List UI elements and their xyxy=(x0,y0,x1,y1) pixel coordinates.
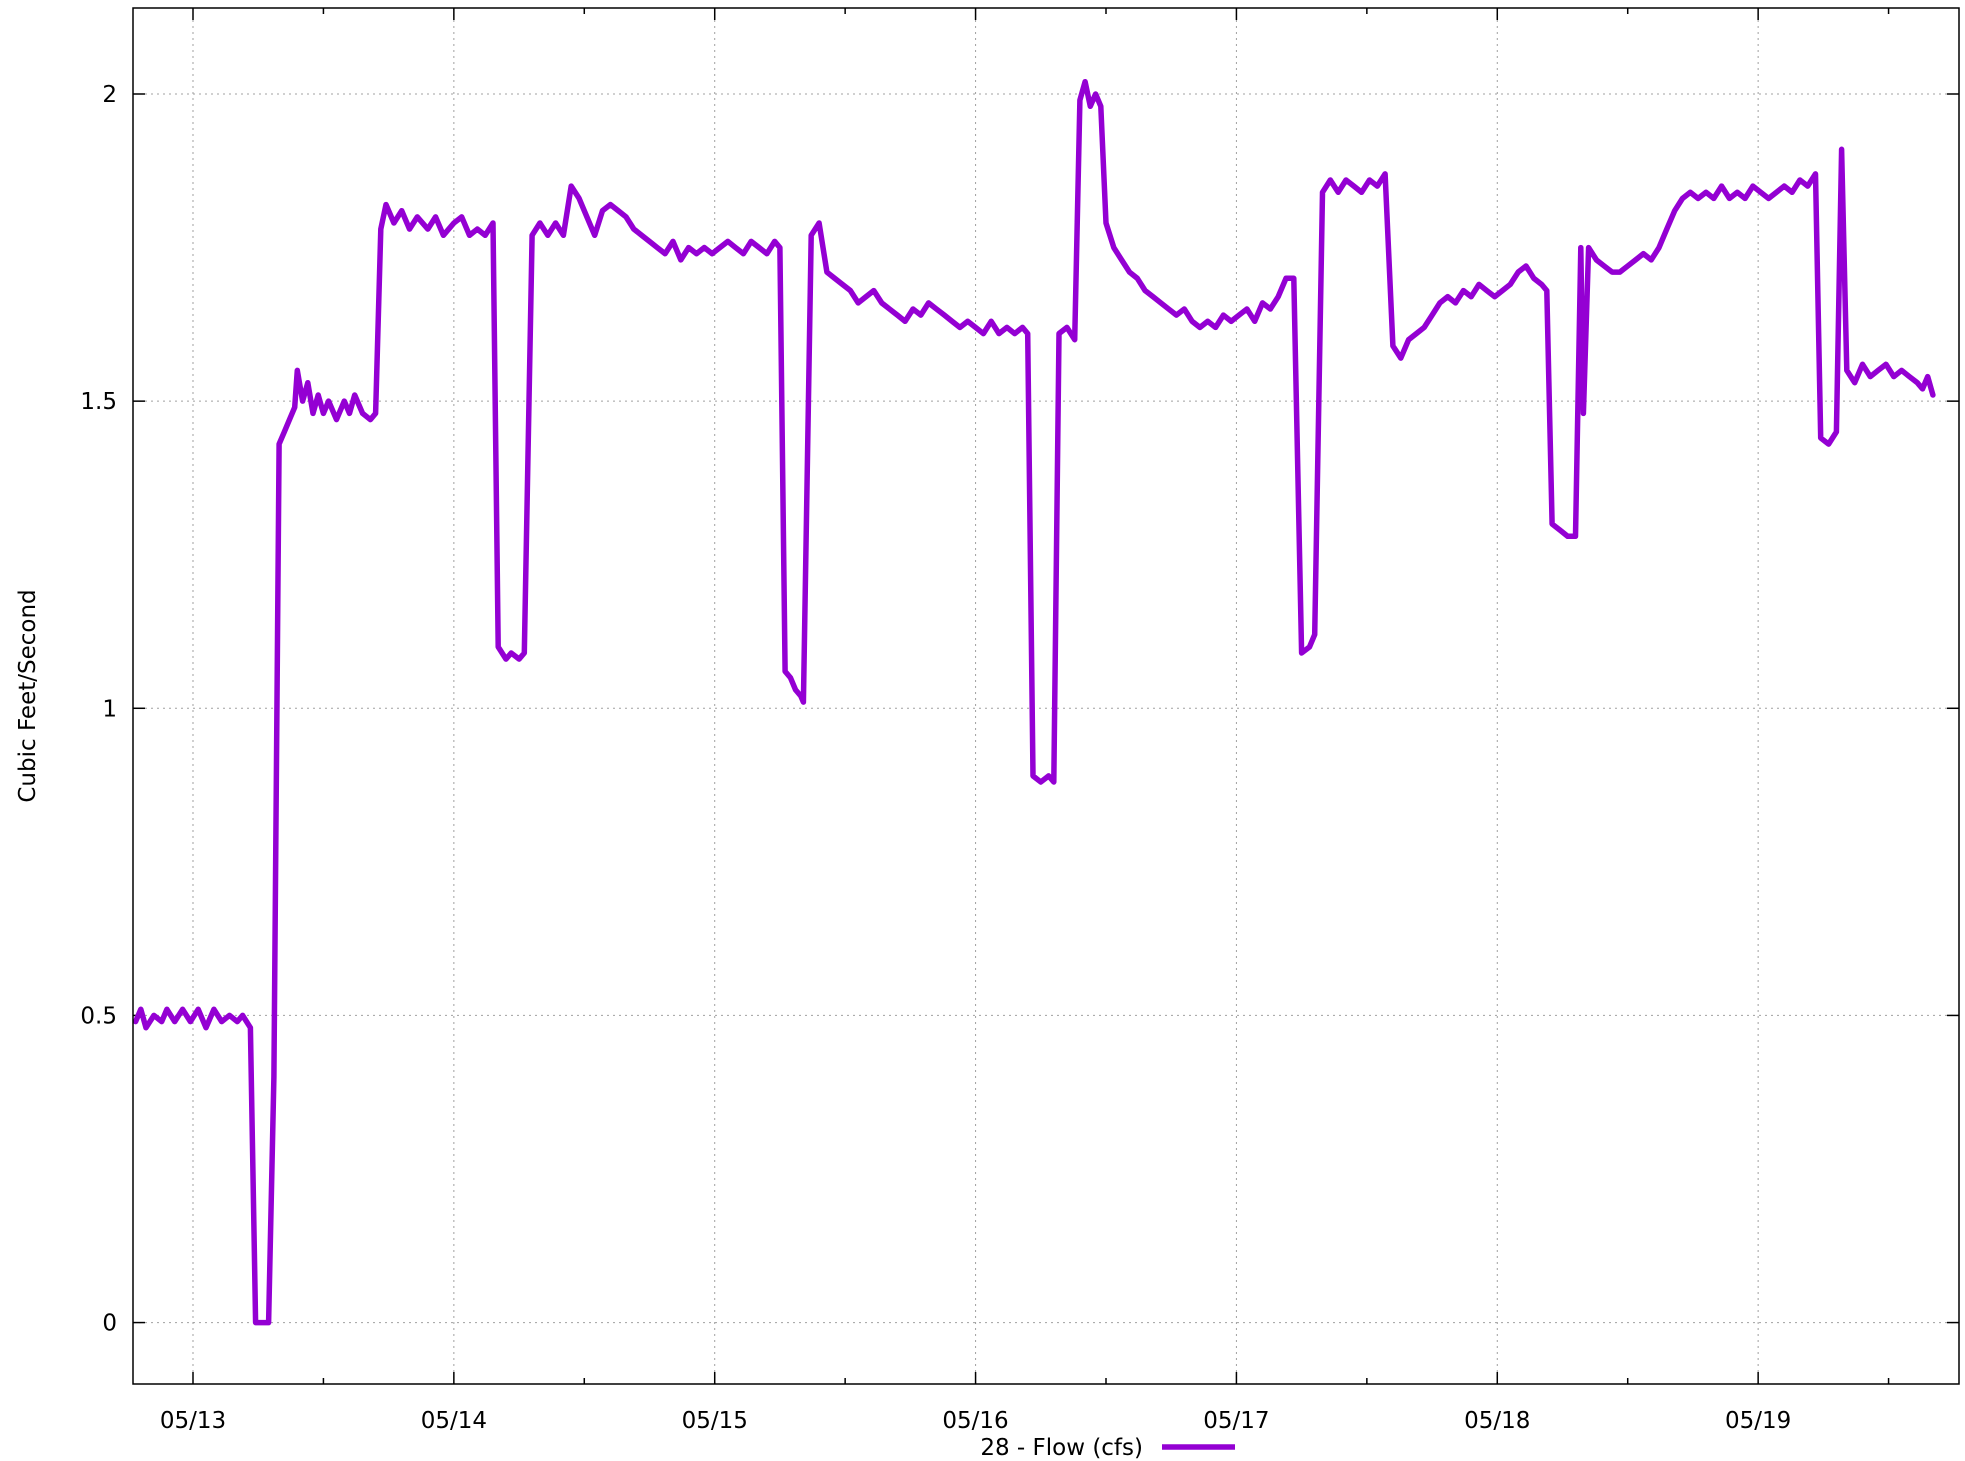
x-tick-label: 05/14 xyxy=(421,1408,487,1434)
series-lines xyxy=(132,78,1936,1326)
x-axis-tick-labels: 05/13 05/14 05/15 05/16 05/17 05/18 05/19 xyxy=(160,1408,1791,1434)
y-axis-tick-labels: 0 0.5 1 1.5 2 xyxy=(80,82,117,1337)
x-tick-label: 05/19 xyxy=(1725,1408,1791,1434)
legend: 28 - Flow (cfs) xyxy=(980,1435,1235,1461)
y-axis-title: Cubic Feet/Second xyxy=(15,589,41,802)
y-tick-label: 0.5 xyxy=(80,1003,117,1029)
axis-ticks xyxy=(133,8,1959,1384)
flow-series-line xyxy=(132,78,1936,1326)
x-tick-label: 05/15 xyxy=(682,1408,748,1434)
y-tick-label: 0 xyxy=(102,1311,117,1337)
y-tick-label: 1.5 xyxy=(80,389,117,415)
x-tick-label: 05/16 xyxy=(942,1408,1008,1434)
y-tick-label: 1 xyxy=(102,696,117,722)
x-tick-label: 05/13 xyxy=(160,1408,226,1434)
x-tick-label: 05/18 xyxy=(1464,1408,1530,1434)
legend-label: 28 - Flow (cfs) xyxy=(980,1435,1143,1461)
plot-frame xyxy=(132,7,1960,1385)
y-tick-label: 2 xyxy=(102,82,117,108)
grid-lines xyxy=(133,8,1959,1384)
x-tick-label: 05/17 xyxy=(1203,1408,1269,1434)
